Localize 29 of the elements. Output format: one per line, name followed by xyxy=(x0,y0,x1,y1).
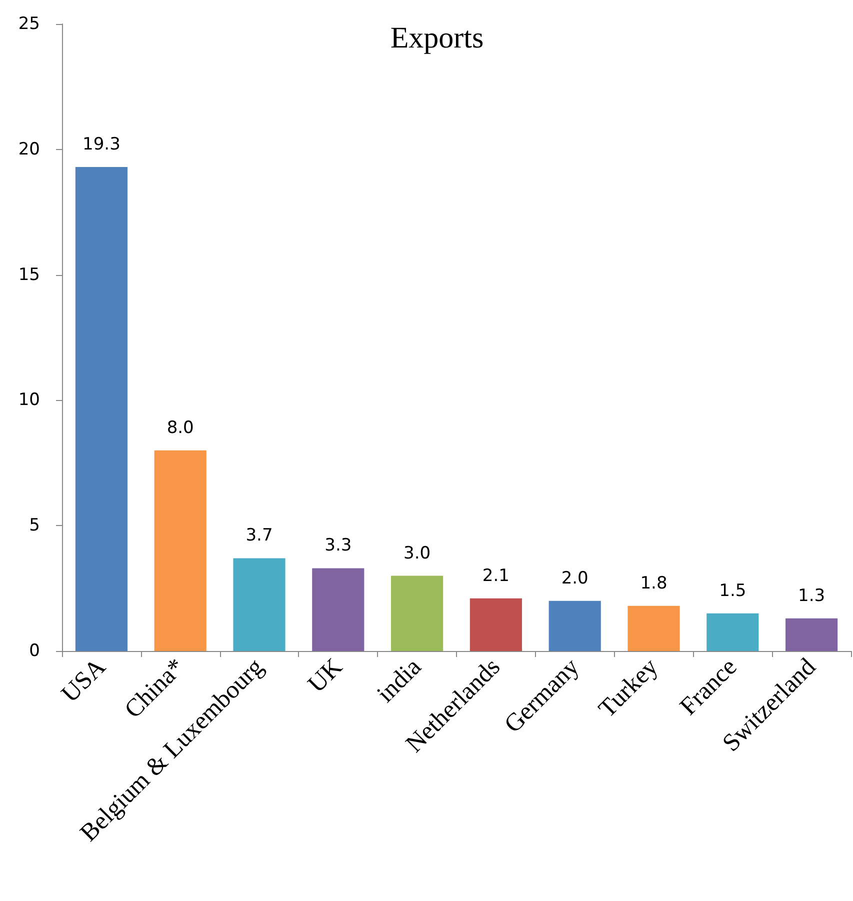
bar xyxy=(75,166,128,651)
data-label: 2.1 xyxy=(482,566,510,586)
y-tick-label: 5 xyxy=(29,516,40,536)
y-tick-label: 25 xyxy=(18,14,40,34)
bar xyxy=(470,598,522,651)
data-label: 1.8 xyxy=(640,573,668,594)
y-tick-label: 15 xyxy=(18,264,40,285)
x-tick-label: UK xyxy=(303,653,348,698)
data-label: 3.7 xyxy=(246,526,273,546)
data-label: 8.0 xyxy=(166,418,194,438)
bar xyxy=(391,576,444,651)
data-label: 1.3 xyxy=(798,586,826,606)
bar xyxy=(706,613,759,651)
data-label: 19.3 xyxy=(82,134,120,154)
y-tick-label: 0 xyxy=(29,641,40,661)
x-tick-label: USA xyxy=(56,653,111,708)
data-label: 3.0 xyxy=(404,543,431,564)
y-tick-label: 10 xyxy=(18,390,40,410)
data-label: 2.0 xyxy=(561,568,588,588)
bar xyxy=(233,558,286,651)
y-tick-label: 20 xyxy=(18,139,40,160)
bar xyxy=(312,568,364,651)
data-label: 3.3 xyxy=(324,536,352,556)
data-label: 1.5 xyxy=(719,580,746,601)
bar xyxy=(154,450,206,651)
bar xyxy=(548,600,601,651)
bar xyxy=(628,606,680,651)
bar xyxy=(786,618,838,651)
chart-title: Exports xyxy=(390,22,484,54)
